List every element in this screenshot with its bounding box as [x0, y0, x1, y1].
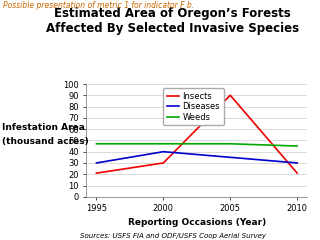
Text: Infestation Area: Infestation Area: [2, 123, 84, 132]
Text: Sources: USFS FIA and ODF/USFS Coop Aerial Survey: Sources: USFS FIA and ODF/USFS Coop Aeri…: [80, 233, 266, 239]
Legend: Insects, Diseases, Weeds: Insects, Diseases, Weeds: [164, 88, 224, 125]
Text: Possible presentation of metric 1 for indicator F b.: Possible presentation of metric 1 for in…: [3, 1, 194, 10]
Text: Estimated Area of Oregon’s Forests
Affected By Selected Invasive Species: Estimated Area of Oregon’s Forests Affec…: [46, 7, 300, 35]
Text: (thousand acres): (thousand acres): [2, 137, 88, 146]
X-axis label: Reporting Occasions (Year): Reporting Occasions (Year): [128, 218, 266, 227]
